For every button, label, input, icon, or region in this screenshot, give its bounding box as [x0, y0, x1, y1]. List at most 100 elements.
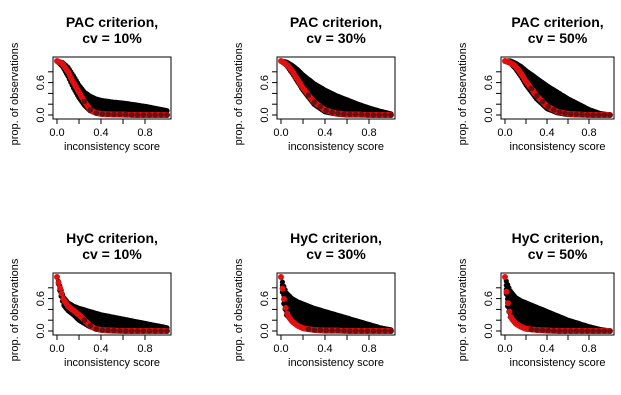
data-point-red	[601, 328, 608, 334]
chart-title-line: cv = 30%	[306, 246, 366, 262]
data-point-red	[311, 99, 318, 106]
data-point-red	[596, 328, 602, 334]
data-point-red	[551, 328, 557, 334]
x-tick-label: 0.4	[317, 343, 332, 355]
x-tick-label: 0.8	[581, 343, 596, 355]
chart-title-line: cv = 50%	[528, 30, 588, 46]
data-point-red	[117, 111, 123, 118]
data-point-red	[562, 328, 568, 334]
data-point-red	[134, 112, 141, 118]
data-point-red	[539, 327, 546, 334]
data-point-red	[528, 85, 535, 92]
data-point-red	[528, 326, 535, 333]
series-black-points	[54, 274, 170, 334]
x-tick-label: 0.8	[361, 343, 376, 355]
data-point-red	[164, 112, 170, 118]
chart-panel-4: HyC criterion,cv = 10% prop. of observati…	[9, 230, 172, 369]
chart-panel-1: PAC criterion,cv = 10% prop. of observati…	[9, 14, 172, 153]
data-point-red	[58, 290, 65, 297]
data-point-red	[590, 328, 596, 334]
chart-title-line: PAC criterion,	[511, 14, 603, 30]
x-axis-label: inconsistency score	[288, 141, 384, 153]
chart-title-line: HyC criterion,	[512, 230, 604, 246]
data-point-red	[57, 285, 64, 292]
y-tick-label: 0.0	[259, 323, 271, 338]
plot-frame	[500, 272, 615, 336]
data-point-red	[311, 327, 318, 333]
data-point-red	[534, 327, 540, 333]
x-tick-label: 0.0	[49, 343, 64, 355]
data-point-red	[128, 112, 135, 118]
data-point-red	[567, 328, 574, 334]
series-black-points	[54, 58, 170, 118]
data-point-red	[164, 328, 170, 334]
data-point-red	[329, 109, 335, 115]
data-point-red	[305, 92, 312, 98]
y-axis-label: prop. of observations	[233, 258, 245, 361]
data-point-red	[282, 304, 289, 311]
data-point-red	[329, 327, 335, 334]
data-point-red	[335, 110, 341, 117]
data-point-black	[279, 279, 285, 285]
data-point-red	[146, 112, 153, 118]
plot-frame	[52, 56, 172, 120]
data-point-red	[158, 328, 164, 334]
x-tick-label: 0.0	[273, 343, 288, 355]
data-point-red	[335, 327, 341, 334]
y-tick-label: 0.0	[259, 107, 271, 122]
data-point-red	[323, 327, 330, 334]
series-black-points	[278, 58, 394, 118]
y-tick-label: 0.6	[35, 75, 47, 90]
data-point-red	[370, 112, 377, 118]
series-red-points	[54, 58, 170, 118]
data-point-red	[54, 274, 60, 280]
y-axis-label: prop. of observations	[9, 258, 21, 361]
chart-title-line: HyC criterion,	[290, 230, 382, 246]
x-tick-label: 0.8	[361, 127, 376, 139]
data-point-red	[370, 328, 377, 334]
data-point-red	[590, 112, 596, 118]
plot-frame	[276, 272, 396, 336]
x-axis-label: inconsistency score	[64, 141, 160, 153]
data-point-red	[352, 111, 359, 118]
data-point-red	[158, 112, 164, 118]
data-point-red	[596, 112, 602, 118]
data-point-red	[111, 111, 117, 118]
data-point-red	[382, 112, 388, 118]
data-point-red	[99, 111, 105, 117]
x-axis-label: inconsistency score	[510, 141, 606, 153]
data-point-red	[539, 98, 546, 105]
data-point-red	[341, 328, 347, 334]
data-point-red	[503, 288, 510, 295]
data-point-red	[105, 327, 111, 334]
data-point-red	[545, 327, 551, 334]
data-point-red	[128, 328, 135, 334]
data-point-red	[364, 328, 371, 334]
data-point-red	[584, 328, 591, 334]
data-point-red	[146, 328, 153, 334]
data-point-red	[81, 98, 88, 105]
data-point-red	[123, 111, 129, 118]
series-red-points	[502, 58, 613, 118]
data-point-red	[140, 328, 147, 334]
chart-title-line: cv = 30%	[306, 30, 366, 46]
x-tick-label: 0.0	[497, 127, 512, 139]
data-point-red	[505, 300, 511, 307]
y-tick-label: 0.6	[35, 291, 47, 306]
data-point-red	[607, 112, 613, 118]
chart-title-line: HyC criterion,	[66, 230, 158, 246]
data-point-red	[579, 328, 585, 334]
x-tick-label: 0.0	[49, 127, 64, 139]
series-red-points	[502, 274, 613, 334]
data-point-red	[567, 111, 574, 117]
chart-panel-5: HyC criterion,cv = 30% prop. of observati…	[233, 230, 396, 369]
data-point-red	[93, 326, 100, 332]
data-point-red	[134, 328, 141, 334]
chart-title-line: cv = 10%	[82, 30, 142, 46]
data-point-red	[278, 274, 284, 280]
x-tick-label: 0.8	[137, 127, 152, 139]
data-point-red	[55, 279, 62, 286]
data-point-red	[341, 111, 347, 117]
data-point-red	[601, 112, 608, 118]
